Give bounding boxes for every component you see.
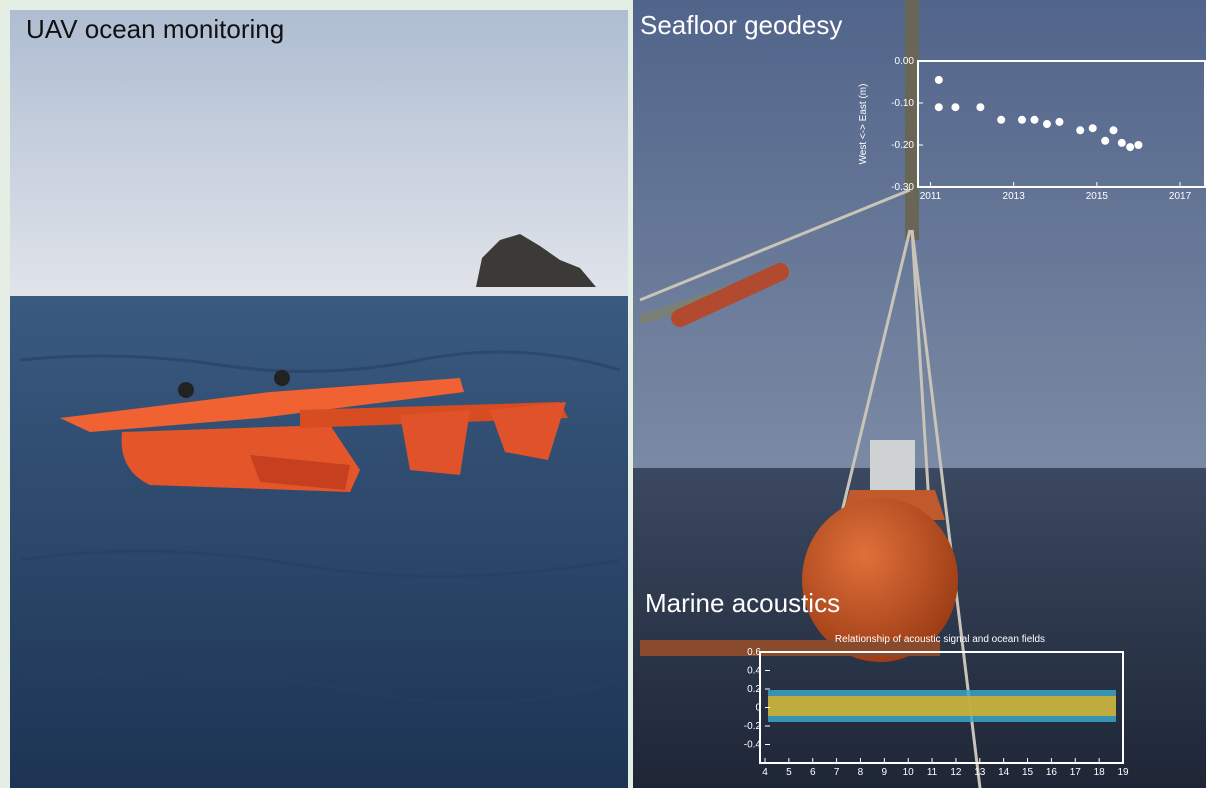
x-tick-label: 11 [927,767,938,778]
x-tick-label: 19 [1117,767,1129,778]
x-tick-label: 12 [950,767,962,778]
panel-label: Seafloor geodesy [640,10,842,40]
point [1030,115,1039,124]
point [1134,141,1143,149]
y-tick-label: 0 [755,703,761,714]
y-tick-label: -0.30 [891,182,914,193]
x-tick-label: 16 [1046,767,1058,778]
acoustics-chart: Relationship of acoustic signal and ocea… [744,634,1129,778]
x-tick-label: 10 [903,767,915,778]
y-tick-label: 0.2 [747,684,761,695]
signal-band [768,696,1116,716]
x-tick-label: 18 [1094,767,1106,778]
x-tick-label: 5 [786,767,792,778]
plot-frame [917,60,1206,188]
x-tick-label: 7 [834,767,840,778]
point [934,75,943,84]
point [976,103,985,112]
y-tick-label: 0.4 [747,666,761,677]
x-tick-label: 13 [974,767,986,778]
x-tick-label: 2011 [920,191,942,202]
point [951,103,960,112]
x-tick-label: 4 [762,767,768,778]
point [1126,143,1135,152]
point [1017,115,1026,124]
x-tick-label: 9 [882,767,888,778]
x-tick-label: 6 [810,767,816,778]
point [1076,126,1085,135]
plot-frame [759,651,1124,764]
x-tick-label: 15 [1022,767,1034,778]
y-tick-label: -0.20 [891,140,914,151]
x-tick-label: 2013 [1003,191,1026,202]
y-tick-label: -0.2 [744,721,762,732]
point [1117,138,1126,147]
point [1055,117,1064,126]
buoy-photo [633,0,1206,788]
y-tick-label: 0.6 [747,647,761,658]
point [1101,136,1110,145]
x-tick-label: 2017 [1169,191,1192,202]
point [1088,124,1097,133]
geodesy-chart: West <-> East (m) 0.00 -0.10 -0.20 -0.30 201… [858,56,1206,202]
y-tick-label: -0.4 [744,740,762,751]
chart-title: Relationship of acoustic signal and ocea… [835,634,1045,645]
x-tick-label: 2015 [1086,191,1109,202]
point [1109,126,1118,135]
point [997,115,1006,124]
panel-label: UAV ocean monitoring [26,14,284,44]
panel-label: Marine acoustics [645,588,840,618]
uav-photo [10,10,628,788]
x-tick-label: 17 [1070,767,1082,778]
point [1042,120,1051,128]
point [934,103,943,112]
y-tick-label: 0.00 [895,56,915,67]
x-tick-label: 14 [998,767,1010,778]
y-tick-label: -0.10 [891,98,914,109]
y-axis-label: West <-> East (m) [858,84,869,165]
x-tick-label: 8 [858,767,864,778]
uav [60,370,568,492]
